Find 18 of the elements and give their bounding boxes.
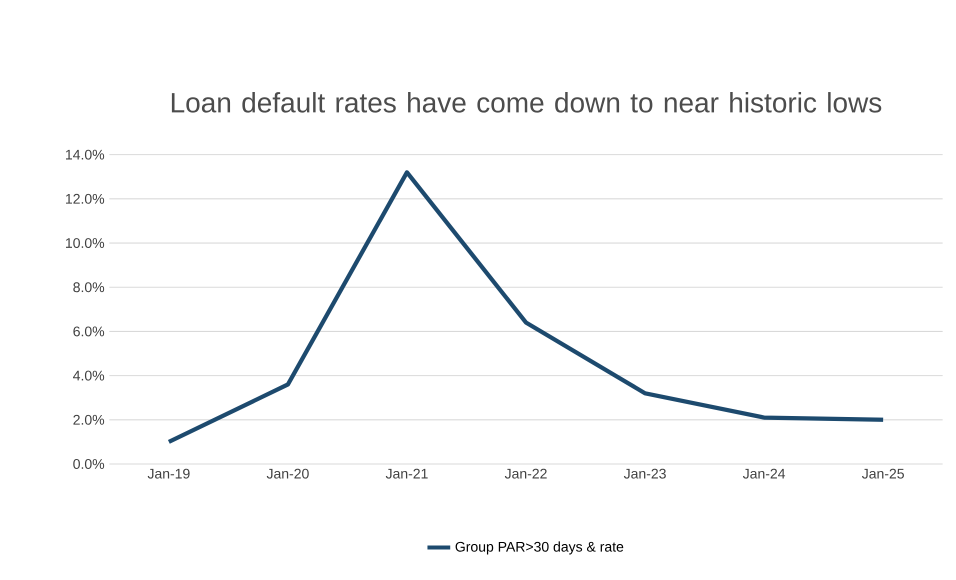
y-tick-label: 8.0% <box>73 282 104 292</box>
line-series <box>166 170 886 444</box>
x-tick-label: Jan-19 <box>148 468 190 479</box>
x-tick-label: Jan-21 <box>386 468 428 479</box>
y-tick-label: 6.0% <box>73 326 104 336</box>
x-tick-label: Jan-22 <box>504 468 547 479</box>
y-tick-label: 0.0% <box>73 459 104 469</box>
y-tick-label: 2.0% <box>73 414 104 425</box>
x-tick-label: Jan-20 <box>266 468 309 479</box>
x-tick-label: Jan-24 <box>742 468 786 479</box>
y-tick-label: 10.0% <box>66 238 104 248</box>
y-tick-label: 4.0% <box>73 370 104 381</box>
legend-label: Group PAR>30 days & rate <box>456 541 624 554</box>
chart-title: Loan default rates have come down to near historic lows <box>172 92 882 113</box>
x-tick-label: Jan-23 <box>624 468 666 479</box>
x-tick-label: Jan-25 <box>862 468 904 479</box>
y-tick-label: 14.0% <box>66 150 104 160</box>
y-tick-label: 12.0% <box>66 194 104 204</box>
